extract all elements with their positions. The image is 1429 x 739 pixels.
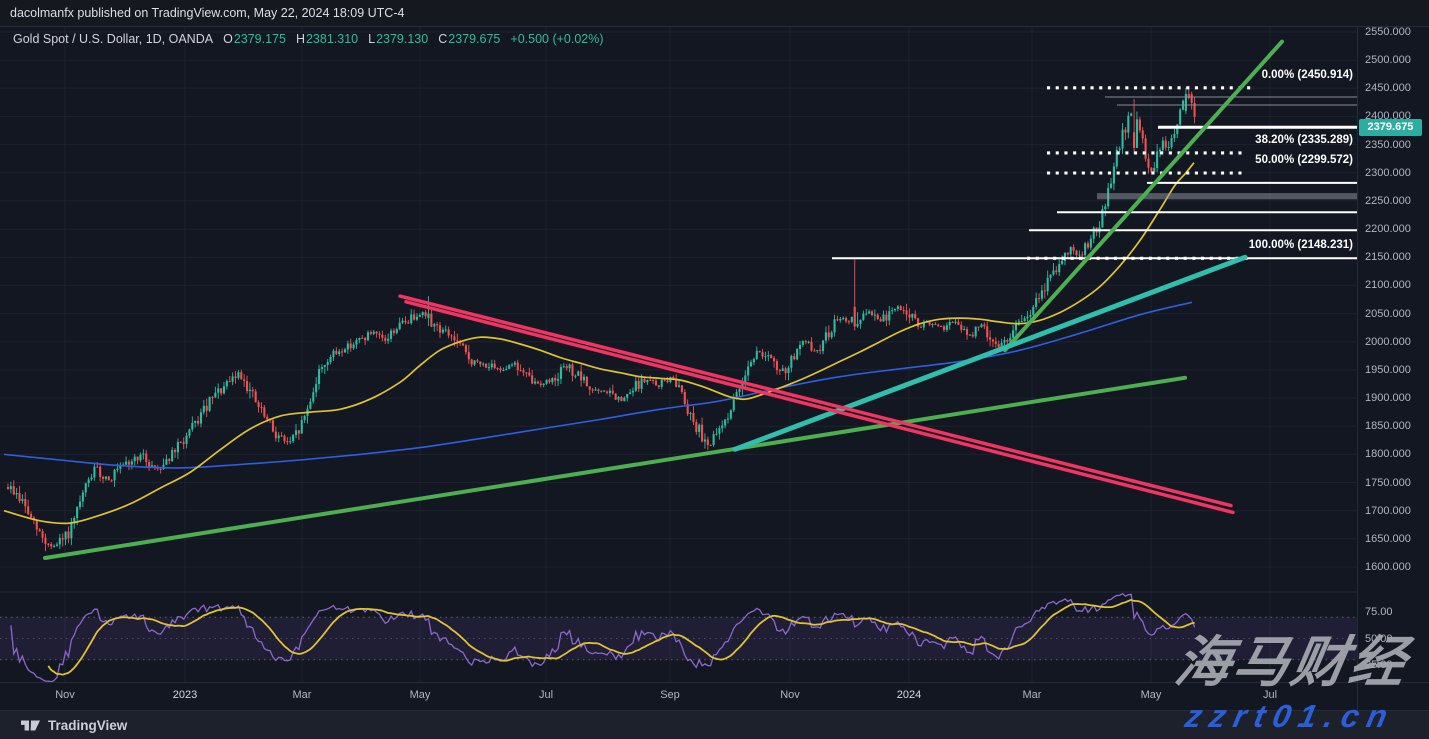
current-price-label: 2379.675 bbox=[1359, 119, 1422, 136]
price-tick-label: 1600.000 bbox=[1365, 561, 1411, 573]
high-label: H bbox=[295, 32, 305, 46]
fib-level-label: 38.20% (2335.289) bbox=[1255, 134, 1353, 146]
price-tick-label: 1800.000 bbox=[1365, 448, 1411, 460]
low-value: 2379.130 bbox=[376, 32, 429, 46]
rsi-smoothing-line bbox=[47, 599, 1195, 676]
price-tick-label: 1750.000 bbox=[1365, 477, 1411, 489]
time-tick-label: Sep bbox=[660, 689, 680, 701]
time-tick-label: May bbox=[409, 689, 431, 701]
watermark-url: zzrt01.cn bbox=[1182, 698, 1399, 734]
fib-level-label: 50.00% (2299.572) bbox=[1255, 154, 1353, 166]
moving-averages bbox=[3, 162, 1195, 525]
time-tick-label: Mar bbox=[292, 689, 312, 701]
long-uptrend-support bbox=[43, 375, 1187, 560]
publisher-text: dacolmanfx published on TradingView.com,… bbox=[10, 6, 405, 20]
time-tick-label: Nov bbox=[55, 689, 75, 701]
rsi-tick-label: 25.00 bbox=[1365, 659, 1393, 671]
price-tick-label: 2550.000 bbox=[1365, 26, 1411, 38]
price-tick-label: 1650.000 bbox=[1365, 533, 1411, 545]
watermark-chinese: 海马财经 bbox=[1170, 631, 1414, 693]
tradingview-logo-icon[interactable] bbox=[21, 718, 40, 732]
price-tick-label: 2350.000 bbox=[1365, 139, 1411, 151]
fib-level-label: 100.00% (2148.231) bbox=[1248, 239, 1353, 251]
steep-uptrend-line bbox=[1003, 39, 1284, 353]
attribution-text[interactable]: TradingView bbox=[48, 717, 128, 733]
time-tick-label: Jul bbox=[1262, 689, 1278, 701]
time-tick-label: 2023 bbox=[172, 689, 198, 701]
low-label: L bbox=[368, 32, 376, 46]
change-value: +0.500 (+0.02%) bbox=[510, 32, 604, 46]
price-tick-label: 2250.000 bbox=[1365, 195, 1411, 207]
rsi-pane bbox=[0, 592, 1357, 682]
time-axis-divider bbox=[0, 682, 1429, 683]
blue-slow-ma-line bbox=[3, 301, 1193, 469]
fib-level-label: 0.00% (2450.914) bbox=[1261, 69, 1353, 81]
price-tick-label: 2050.000 bbox=[1365, 308, 1411, 320]
descending-channel-upper bbox=[398, 294, 1233, 508]
close-label: C bbox=[438, 32, 448, 46]
time-tick-label: Mar bbox=[1022, 689, 1042, 701]
price-tick-label: 1900.000 bbox=[1365, 392, 1411, 404]
time-tick-label: May bbox=[1140, 689, 1162, 701]
gridlines bbox=[0, 27, 1357, 682]
open-value: 2379.175 bbox=[233, 32, 286, 46]
price-axis-divider bbox=[1357, 27, 1358, 710]
attribution-bar: TradingView bbox=[0, 710, 1429, 739]
publish-info-bar: dacolmanfx published on TradingView.com,… bbox=[0, 0, 1429, 27]
price-tick-label: 2100.000 bbox=[1365, 279, 1411, 291]
candlestick-series bbox=[6, 85, 1196, 552]
chart-pane[interactable] bbox=[0, 0, 1429, 710]
price-tick-label: 2450.000 bbox=[1365, 82, 1411, 94]
symbol-legend: Gold Spot / U.S. Dollar, 1D, OANDA O 2379… bbox=[13, 32, 604, 46]
symbol-title[interactable]: Gold Spot / U.S. Dollar, 1D, OANDA bbox=[13, 32, 214, 46]
price-tick-label: 2500.000 bbox=[1365, 54, 1411, 66]
descending-channel-lower bbox=[404, 300, 1235, 515]
price-tick-label: 2150.000 bbox=[1365, 251, 1411, 263]
price-tick-label: 2200.000 bbox=[1365, 223, 1411, 235]
price-tick-label: 1700.000 bbox=[1365, 505, 1411, 517]
time-tick-label: Nov bbox=[780, 689, 800, 701]
rsi-tick-label: 50.00 bbox=[1365, 633, 1393, 645]
rsi-tick-label: 75.00 bbox=[1365, 606, 1393, 618]
chart-drawings bbox=[43, 39, 1357, 560]
price-tick-label: 1850.000 bbox=[1365, 420, 1411, 432]
price-tick-label: 2300.000 bbox=[1365, 167, 1411, 179]
yellow-fast-ma-line bbox=[3, 162, 1195, 525]
time-tick-label: Jul bbox=[538, 689, 554, 701]
price-tick-label: 2000.000 bbox=[1365, 336, 1411, 348]
rsi-line bbox=[10, 592, 1196, 682]
time-tick-label: 2024 bbox=[896, 689, 922, 701]
resistance-zone bbox=[1097, 193, 1357, 200]
teal-support-line bbox=[732, 254, 1248, 452]
price-tick-label: 1950.000 bbox=[1365, 364, 1411, 376]
close-value: 2379.675 bbox=[448, 32, 501, 46]
high-value: 2381.310 bbox=[305, 32, 359, 46]
open-label: O bbox=[223, 32, 233, 46]
